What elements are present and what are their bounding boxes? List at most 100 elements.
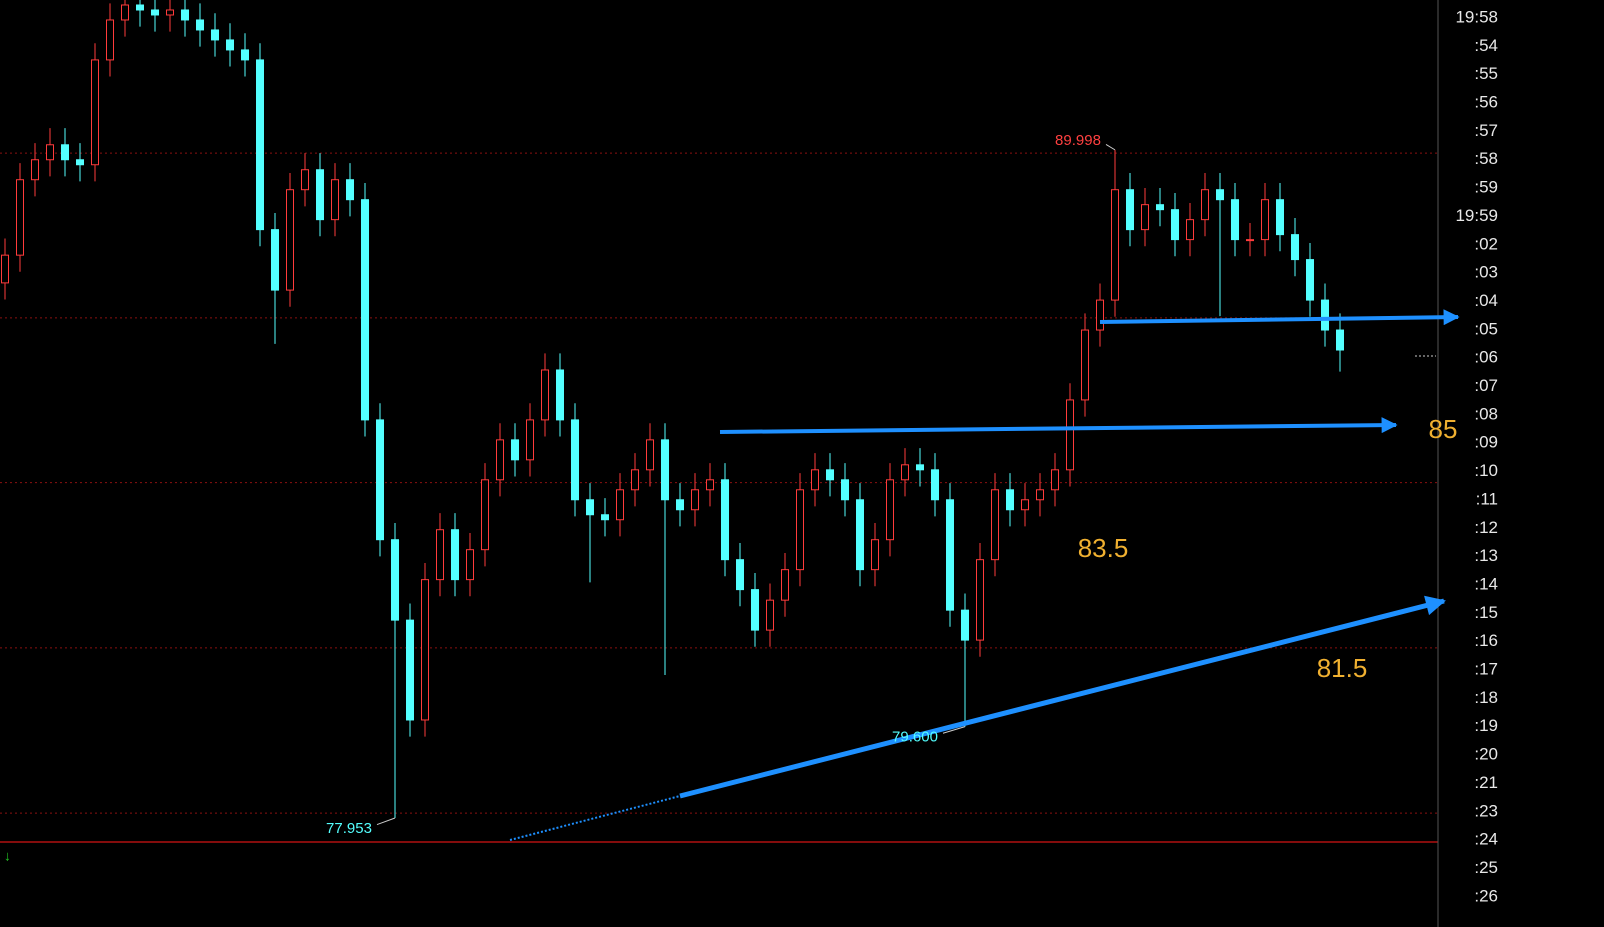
candle-body: [256, 59, 264, 231]
candle-body: [151, 9, 159, 16]
time-label: :08: [1474, 404, 1498, 423]
time-label: :15: [1474, 603, 1498, 622]
candle-body: [811, 469, 819, 491]
candle-body: [76, 159, 84, 166]
time-label: :09: [1474, 433, 1498, 452]
candle-body: [1306, 259, 1314, 301]
candle-body: [421, 579, 429, 721]
time-label: :23: [1474, 801, 1498, 820]
candle-body: [856, 499, 864, 571]
candle-body: [496, 439, 504, 481]
candle-body: [1051, 469, 1059, 491]
time-label: :19: [1474, 716, 1498, 735]
candle-body: [916, 464, 924, 471]
time-label: :10: [1474, 461, 1498, 480]
candle-body: [541, 369, 549, 421]
candle-body: [706, 479, 714, 491]
time-label: :07: [1474, 376, 1498, 395]
time-label: :12: [1474, 518, 1498, 537]
candle-body: [1096, 299, 1104, 331]
candle-body: [991, 489, 999, 561]
candle-body: [1006, 489, 1014, 511]
time-label: :03: [1474, 263, 1498, 282]
price-label: 79.600: [892, 729, 938, 746]
time-label: :11: [1476, 489, 1498, 508]
candle-body: [526, 419, 534, 461]
candle-body: [1276, 199, 1284, 236]
candle-body: [451, 529, 459, 581]
time-label: :02: [1474, 234, 1498, 253]
candle-body: [1336, 329, 1344, 351]
price-label-leader: [942, 726, 966, 734]
trend-arrow: [719, 417, 1398, 434]
candle-body: [1201, 189, 1209, 221]
candle-body: [841, 479, 849, 501]
candle-body: [751, 589, 759, 631]
candle-body: [241, 49, 249, 61]
level-label: 81.5: [1317, 653, 1368, 683]
price-label: 89.998: [1055, 132, 1101, 149]
candle-body: [466, 549, 474, 581]
candle-body: [826, 469, 834, 481]
candle-body: [436, 529, 444, 581]
candle-body: [781, 569, 789, 601]
labels: 89.998 77.953 79.600 85 83.5 81.5 19:58:54:55:…: [326, 7, 1498, 905]
candle-body: [1141, 204, 1149, 231]
candle-body: [1111, 189, 1119, 301]
candle-body: [331, 179, 339, 221]
candle-body: [946, 499, 954, 611]
time-label: :14: [1474, 574, 1498, 593]
trend-arrows: [509, 309, 1460, 841]
candle-body: [31, 159, 39, 181]
candle-body: [361, 199, 369, 421]
candle-body: [286, 189, 294, 291]
price-label-leader: [1105, 144, 1116, 151]
candle-body: [631, 469, 639, 491]
candle-body: [886, 479, 894, 541]
candle-body: [376, 419, 384, 541]
candle-body: [481, 479, 489, 551]
candle-body: [211, 29, 219, 41]
candle-body: [736, 559, 744, 591]
candles: [1, 0, 1344, 818]
time-label: :17: [1474, 660, 1498, 679]
candle-body: [1021, 499, 1029, 511]
time-label: :05: [1474, 319, 1498, 338]
time-label: :18: [1474, 688, 1498, 707]
time-label: :56: [1474, 93, 1498, 112]
trend-arrow: [1099, 309, 1460, 326]
time-label: 19:59: [1455, 206, 1498, 225]
price-label: 77.953: [326, 820, 372, 837]
candle-body: [1231, 199, 1239, 241]
candle-body: [586, 499, 594, 516]
candle-body: [931, 469, 939, 501]
time-label: :24: [1474, 830, 1498, 849]
level-label: 83.5: [1078, 533, 1129, 563]
candle-body: [346, 179, 354, 201]
time-label: :20: [1474, 745, 1498, 764]
candle-body: [871, 539, 879, 571]
candle-body: [1066, 399, 1074, 471]
trend-line-dotted: [509, 795, 681, 841]
candle-body: [196, 19, 204, 31]
candle-body: [1261, 199, 1269, 241]
candle-body: [556, 369, 564, 421]
candle-body: [91, 59, 99, 166]
time-label: :58: [1474, 149, 1498, 168]
time-label: :55: [1474, 64, 1498, 83]
candle-body: [16, 179, 24, 256]
candle-body: [1291, 234, 1299, 261]
candle-body: [136, 4, 144, 11]
candle-body: [1246, 239, 1254, 242]
time-label: :59: [1474, 178, 1498, 197]
candle-body: [1216, 189, 1224, 201]
candle-body: [271, 229, 279, 291]
candle-body: [676, 499, 684, 511]
candle-body: [181, 9, 189, 21]
time-label: :57: [1474, 121, 1498, 140]
candle-body: [976, 559, 984, 641]
candle-body: [601, 514, 609, 521]
candle-body: [226, 39, 234, 51]
candle-body: [1321, 299, 1329, 331]
